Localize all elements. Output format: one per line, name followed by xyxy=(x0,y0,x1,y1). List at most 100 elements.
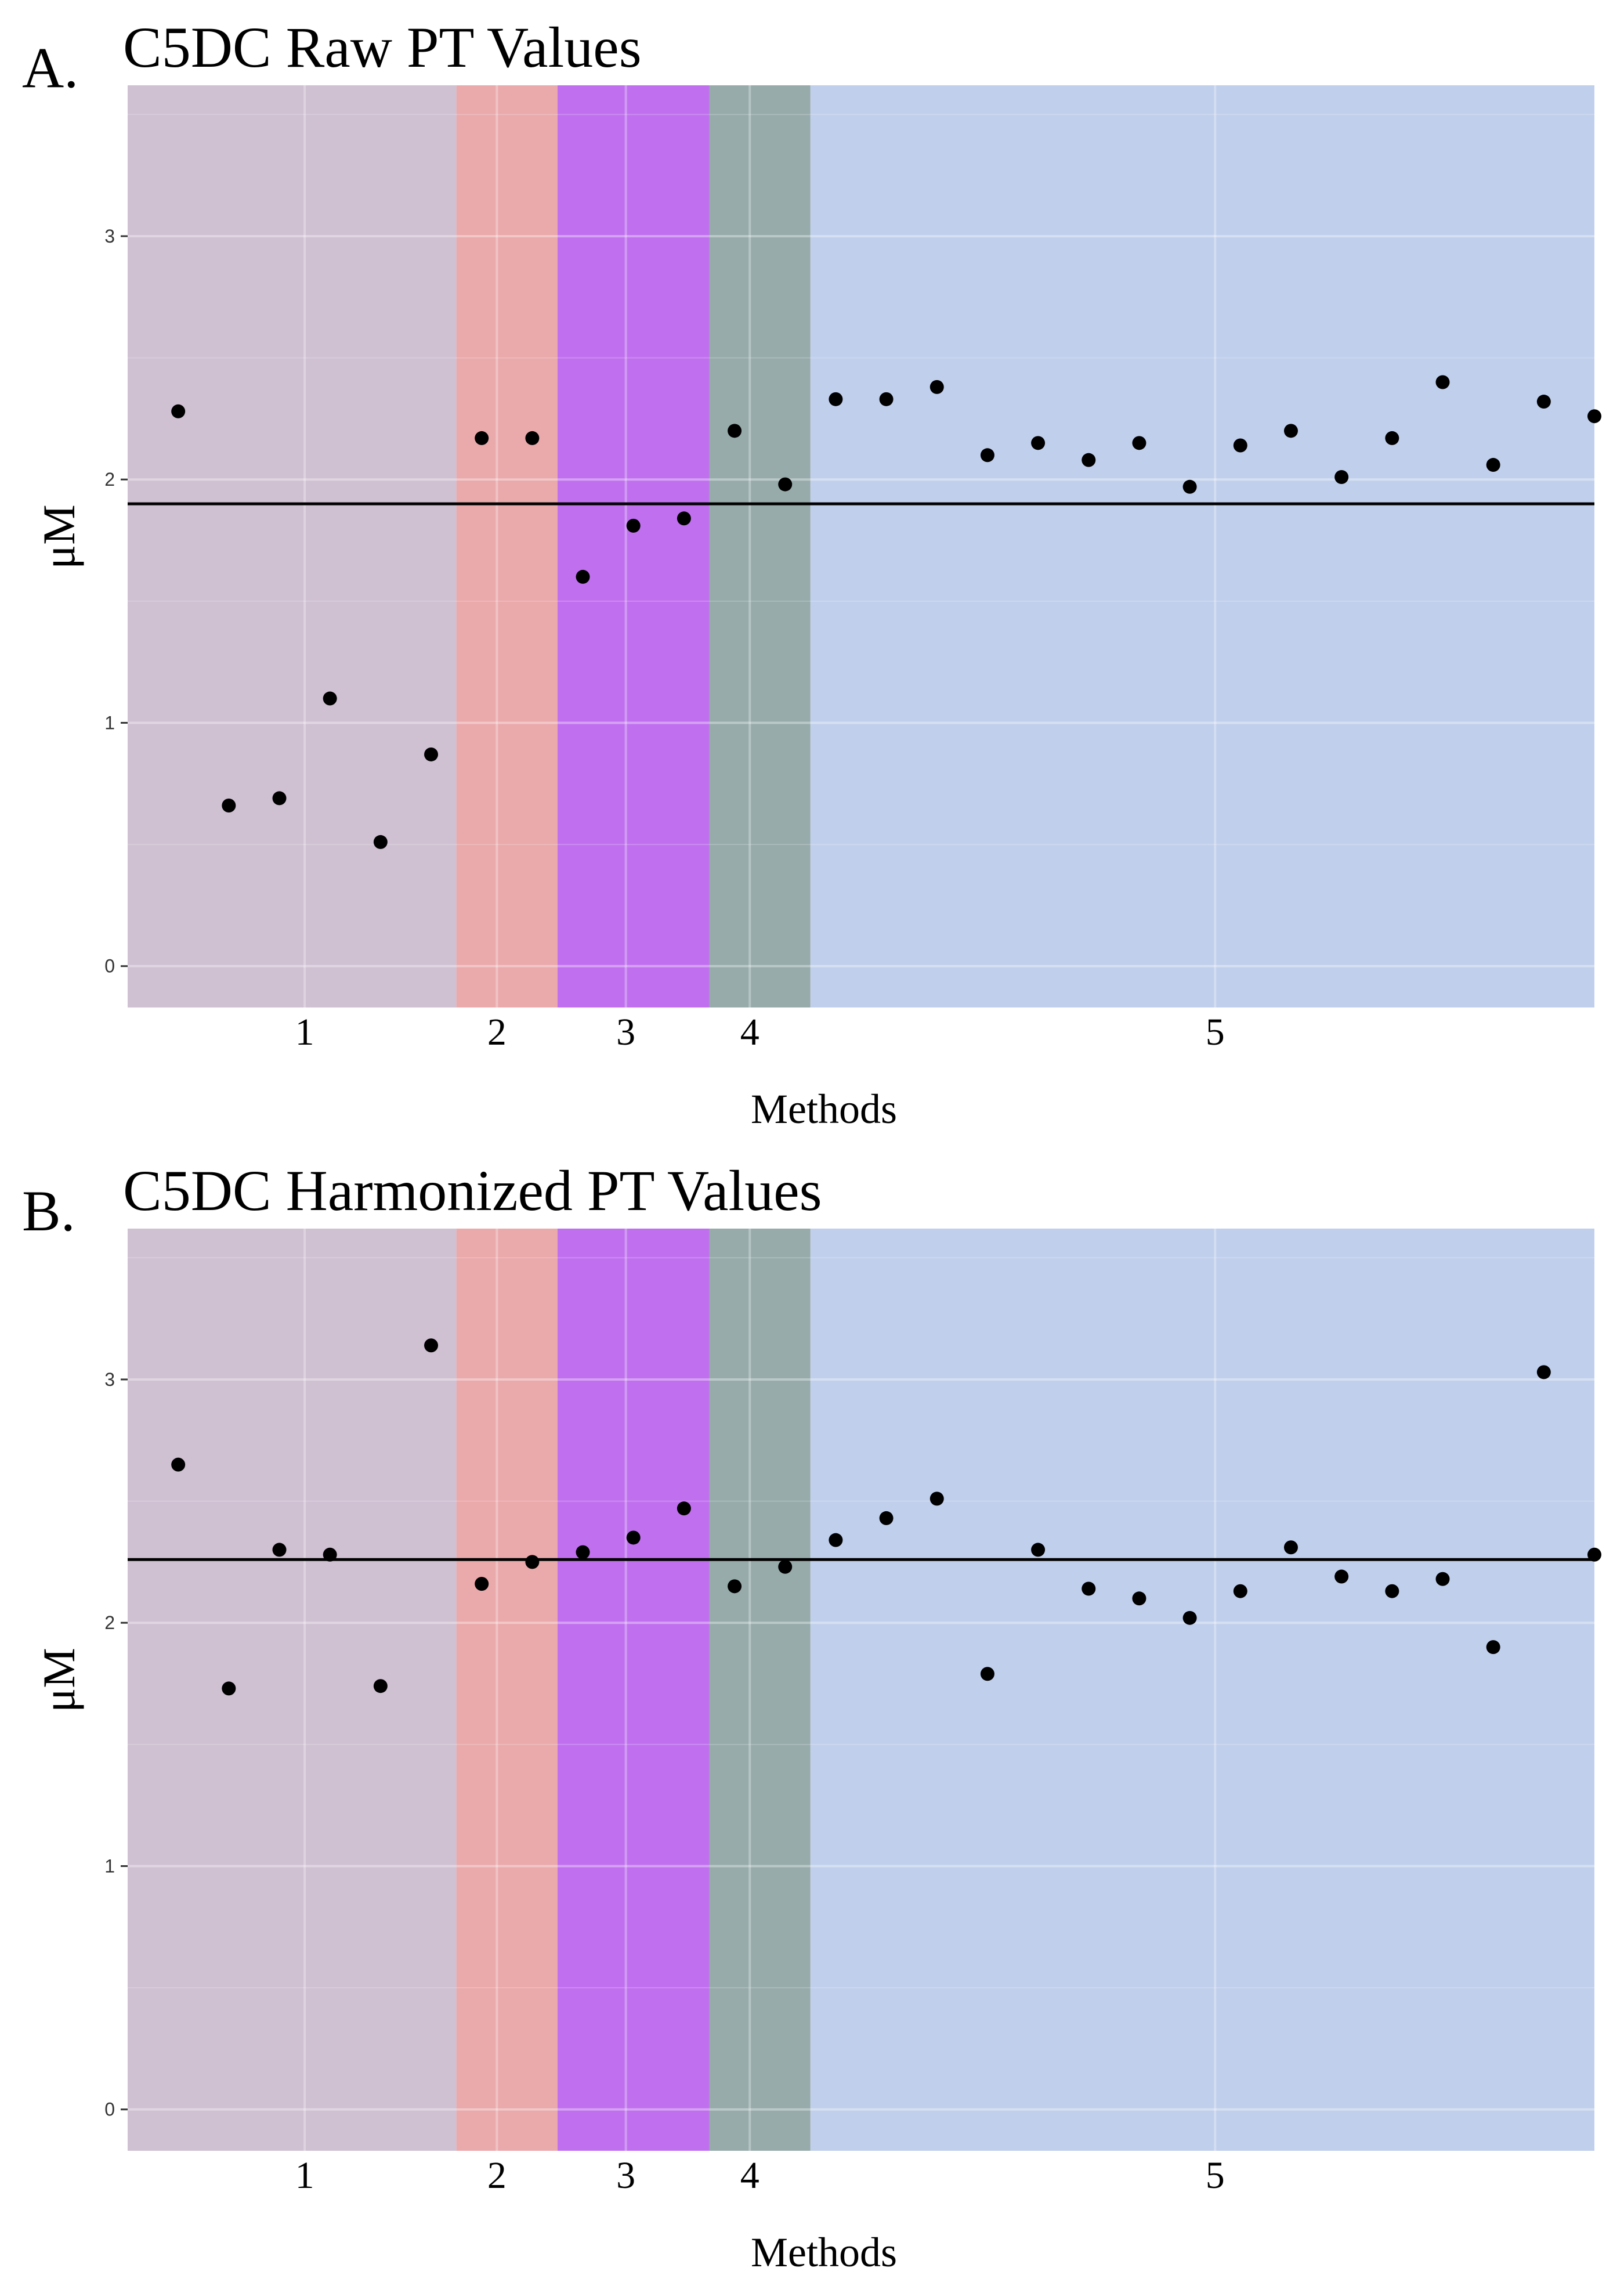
chart-a-data-point xyxy=(1182,479,1197,494)
chart-a-y-tick-label: 3 xyxy=(104,226,115,247)
chart-a-x-tick-label-4: 4 xyxy=(740,1011,759,1053)
chart-a-data-point xyxy=(424,747,439,761)
chart-b-x-tick-label-2: 2 xyxy=(487,2154,507,2197)
chart-b-data-point xyxy=(929,1492,944,1506)
chart-a-data-point xyxy=(929,380,944,394)
chart-a-data-point xyxy=(475,431,489,445)
chart-b-data-point xyxy=(1182,1610,1197,1625)
chart-a-method-band-1 xyxy=(128,85,457,1007)
chart-a-data-point xyxy=(677,511,691,526)
chart-b-method-band-2 xyxy=(456,1229,558,2151)
panel-a: A. C5DC Raw PT Values 0 1 2 3 1 2 3 4 5 μM Metho… xyxy=(22,15,1601,1132)
chart-a-data-point xyxy=(1031,436,1046,450)
chart-b-x-tick-label-4: 4 xyxy=(740,2154,759,2197)
chart-b-data-point xyxy=(829,1533,843,1547)
chart-a: A. C5DC Raw PT Values 0 1 2 3 1 2 3 4 5 μM Metho… xyxy=(22,15,1601,1132)
chart-b-data-point xyxy=(475,1577,489,1591)
chart-b-data-point xyxy=(1082,1581,1096,1596)
chart-b-data-point xyxy=(1283,1540,1298,1555)
chart-a-method-band-4 xyxy=(709,85,811,1007)
chart-a-data-point xyxy=(1132,436,1146,450)
chart-a-data-point xyxy=(222,799,236,813)
chart-b-x-tick-label-5: 5 xyxy=(1206,2154,1225,2197)
chart-b-data-point xyxy=(1486,1640,1500,1655)
chart-a-title: C5DC Raw PT Values xyxy=(123,15,642,80)
chart-b-data-point xyxy=(323,1547,337,1562)
chart-a-y-tick-label: 0 xyxy=(104,956,115,977)
chart-a-ylabel: μM xyxy=(34,504,84,569)
chart-b-data-point xyxy=(728,1579,742,1594)
chart-a-y-tick-label: 2 xyxy=(104,469,115,490)
chart-a-data-point xyxy=(778,477,793,492)
chart-b-data-point xyxy=(272,1543,287,1557)
chart-a-data-point xyxy=(323,691,337,706)
chart-a-data-point xyxy=(1082,453,1096,467)
chart-b-title: C5DC Harmonized PT Values xyxy=(123,1158,822,1223)
chart-a-data-point xyxy=(626,518,641,533)
chart-b-data-point xyxy=(1435,1572,1450,1586)
panel-b-label: B. xyxy=(22,1179,75,1243)
chart-b-ylabel: μM xyxy=(34,1648,84,1712)
chart-b-data-point xyxy=(677,1501,691,1516)
chart-a-data-point xyxy=(829,392,843,406)
panel-b: B. C5DC Harmonized PT Values 0 1 2 3 1 2 3 4 5 μ… xyxy=(0,1143,1624,2286)
chart-b-x-tick-label-1: 1 xyxy=(295,2154,314,2197)
chart-b-y-tick-label: 2 xyxy=(104,1612,115,1633)
chart-b-y-tick-label: 0 xyxy=(104,2099,115,2120)
chart-b-method-band-3 xyxy=(557,1229,710,2151)
chart-b-data-point xyxy=(879,1511,894,1525)
chart-b-data-point xyxy=(1233,1584,1247,1598)
chart-a-data-point xyxy=(1334,470,1349,485)
chart-a-x-tick-label-3: 3 xyxy=(616,1011,635,1053)
chart-b-x-tick-label-3: 3 xyxy=(616,2154,635,2197)
chart-a-x-tick-label-5: 5 xyxy=(1206,1011,1225,1053)
chart-a-data-point xyxy=(1283,424,1298,438)
chart-b-method-band-5 xyxy=(810,1229,1594,2151)
chart-b-data-point xyxy=(1334,1569,1349,1584)
chart-a-data-point xyxy=(1385,431,1399,445)
chart-a-plot-area: 0 1 2 3 1 2 3 4 5 xyxy=(104,85,1601,1053)
chart-a-method-band-5 xyxy=(810,85,1594,1007)
chart-a-data-point xyxy=(525,431,540,445)
chart-b-data-point xyxy=(525,1555,540,1569)
chart-b-data-point xyxy=(1385,1584,1399,1598)
chart-a-data-point xyxy=(1536,395,1551,409)
chart-a-x-tick-label-2: 2 xyxy=(487,1011,507,1053)
chart-a-data-point xyxy=(576,569,590,584)
chart-a-data-point xyxy=(728,424,742,438)
panel-a-label: A. xyxy=(22,35,78,100)
chart-a-data-point xyxy=(1435,375,1450,389)
chart-b-y-tick-label: 3 xyxy=(104,1369,115,1390)
chart-b-data-point xyxy=(778,1559,793,1574)
chart-a-y-tick-label: 1 xyxy=(104,712,115,733)
chart-b-data-point xyxy=(424,1338,439,1353)
chart-a-data-point xyxy=(272,791,287,806)
chart-b-plot-area: 0 1 2 3 1 2 3 4 5 xyxy=(104,1229,1601,2197)
chart-a-xlabel: Methods xyxy=(751,1086,897,1132)
chart-b-method-band-4 xyxy=(709,1229,811,2151)
chart-a-x-tick-label-1: 1 xyxy=(295,1011,314,1053)
chart-a-data-point xyxy=(373,835,388,849)
chart-b-data-point xyxy=(576,1545,590,1559)
chart-b-data-point xyxy=(980,1667,994,1681)
chart-b: B. C5DC Harmonized PT Values 0 1 2 3 1 2 3 4 5 μ… xyxy=(22,1158,1601,2276)
chart-b-data-point xyxy=(1587,1547,1601,1562)
chart-a-data-point xyxy=(879,392,894,406)
chart-a-data-point xyxy=(1233,438,1247,453)
chart-b-data-point xyxy=(626,1530,641,1545)
chart-a-data-point xyxy=(1587,409,1601,424)
chart-a-data-point xyxy=(171,404,186,418)
chart-b-data-point xyxy=(1132,1591,1146,1606)
chart-a-method-band-2 xyxy=(456,85,558,1007)
chart-b-data-point xyxy=(1536,1365,1551,1379)
chart-b-data-point xyxy=(171,1457,186,1472)
chart-b-y-tick-label: 1 xyxy=(104,1855,115,1876)
chart-b-data-point xyxy=(222,1681,236,1696)
chart-b-xlabel: Methods xyxy=(751,2229,897,2276)
chart-a-data-point xyxy=(1486,458,1500,472)
chart-a-method-band-3 xyxy=(557,85,710,1007)
chart-b-method-band-1 xyxy=(128,1229,457,2151)
chart-b-data-point xyxy=(373,1679,388,1693)
chart-a-data-point xyxy=(980,448,994,463)
chart-b-data-point xyxy=(1031,1543,1046,1557)
